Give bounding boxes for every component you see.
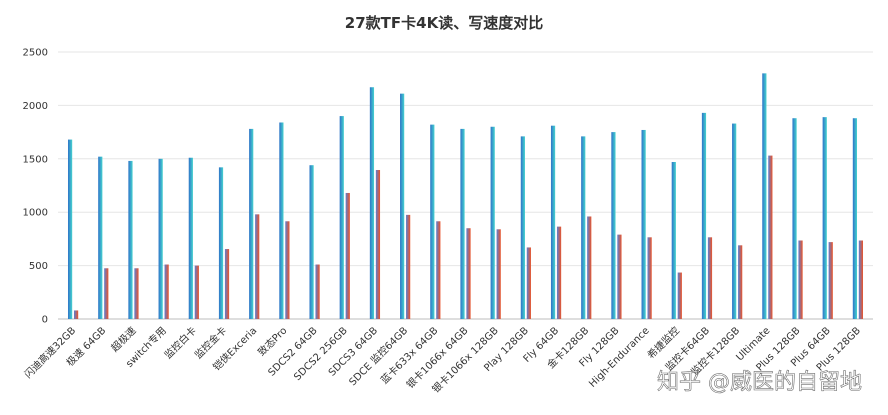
bar-read (339, 116, 344, 319)
bar-write (375, 170, 381, 319)
bar-write (738, 245, 743, 319)
bar-read (852, 118, 858, 319)
y-axis: 0 500 1000 1500 2000 2500 (23, 48, 48, 326)
bar-write (526, 247, 531, 319)
bar-read (400, 93, 405, 319)
bar-write (255, 214, 260, 319)
gridlines (58, 51, 873, 320)
bar-read (218, 167, 224, 319)
bar-read (98, 156, 103, 319)
bar-write (164, 264, 169, 319)
bar-write (768, 155, 773, 319)
x-tick-label: SDCS2 256GB (292, 325, 350, 383)
bar-read (822, 117, 827, 319)
bar-write (647, 237, 652, 319)
bar-write (285, 221, 290, 319)
bar-read (490, 126, 495, 319)
bar-read (671, 162, 676, 319)
bar-write (587, 216, 592, 319)
bar-read (792, 118, 797, 319)
bar-read (520, 136, 525, 319)
bar-write (617, 234, 622, 319)
bar-read (611, 132, 616, 319)
bar-read (188, 157, 193, 319)
bar-read (641, 129, 646, 319)
watermark-text: 知乎 @威医的自留地 (657, 370, 862, 395)
bar-write (707, 237, 713, 319)
bar-write (104, 268, 109, 319)
bar-read (430, 124, 435, 320)
bar-write (436, 221, 441, 319)
y-tick-label: 1500 (23, 154, 48, 165)
bar-write (224, 249, 230, 319)
bar-write (828, 242, 833, 319)
bar-write (406, 214, 411, 319)
y-tick-label: 1000 (23, 208, 48, 219)
bar-read (550, 125, 556, 319)
bar-write (858, 240, 864, 319)
watermark: 知乎 @威医的自留地 (657, 370, 863, 396)
bar-write (466, 228, 471, 319)
bar-write (496, 229, 501, 319)
bar-write (798, 240, 803, 319)
bar-read (67, 139, 73, 319)
bar-read (158, 158, 163, 319)
bar-read (309, 165, 314, 319)
x-tick-label: 闪迪高速32GB (21, 324, 78, 381)
bar-read (581, 136, 586, 319)
x-tick-label: 监控白卡 (161, 324, 198, 361)
y-tick-label: 0 (42, 315, 48, 326)
y-tick-label: 2500 (23, 48, 48, 59)
bar-read (279, 122, 284, 319)
bar-read (701, 112, 707, 319)
bar-read (460, 128, 465, 319)
bar-read (128, 160, 133, 319)
bar-write (134, 268, 139, 319)
bar-read (732, 123, 737, 319)
bar-read (249, 128, 254, 319)
bar-write (677, 272, 682, 319)
bar-read (762, 73, 767, 319)
y-tick-label: 500 (29, 261, 48, 272)
bar-write (73, 310, 79, 319)
bar-write (556, 226, 562, 319)
bar-read (369, 87, 375, 319)
y-tick-label: 2000 (23, 101, 48, 112)
chart-title: 27款TF卡4K读、写速度对比 (345, 14, 543, 32)
bar-write (315, 264, 320, 319)
x-tick-label: 超极速 (108, 324, 138, 354)
bar-write (194, 265, 199, 319)
bars (67, 73, 864, 320)
bar-write (345, 192, 350, 319)
